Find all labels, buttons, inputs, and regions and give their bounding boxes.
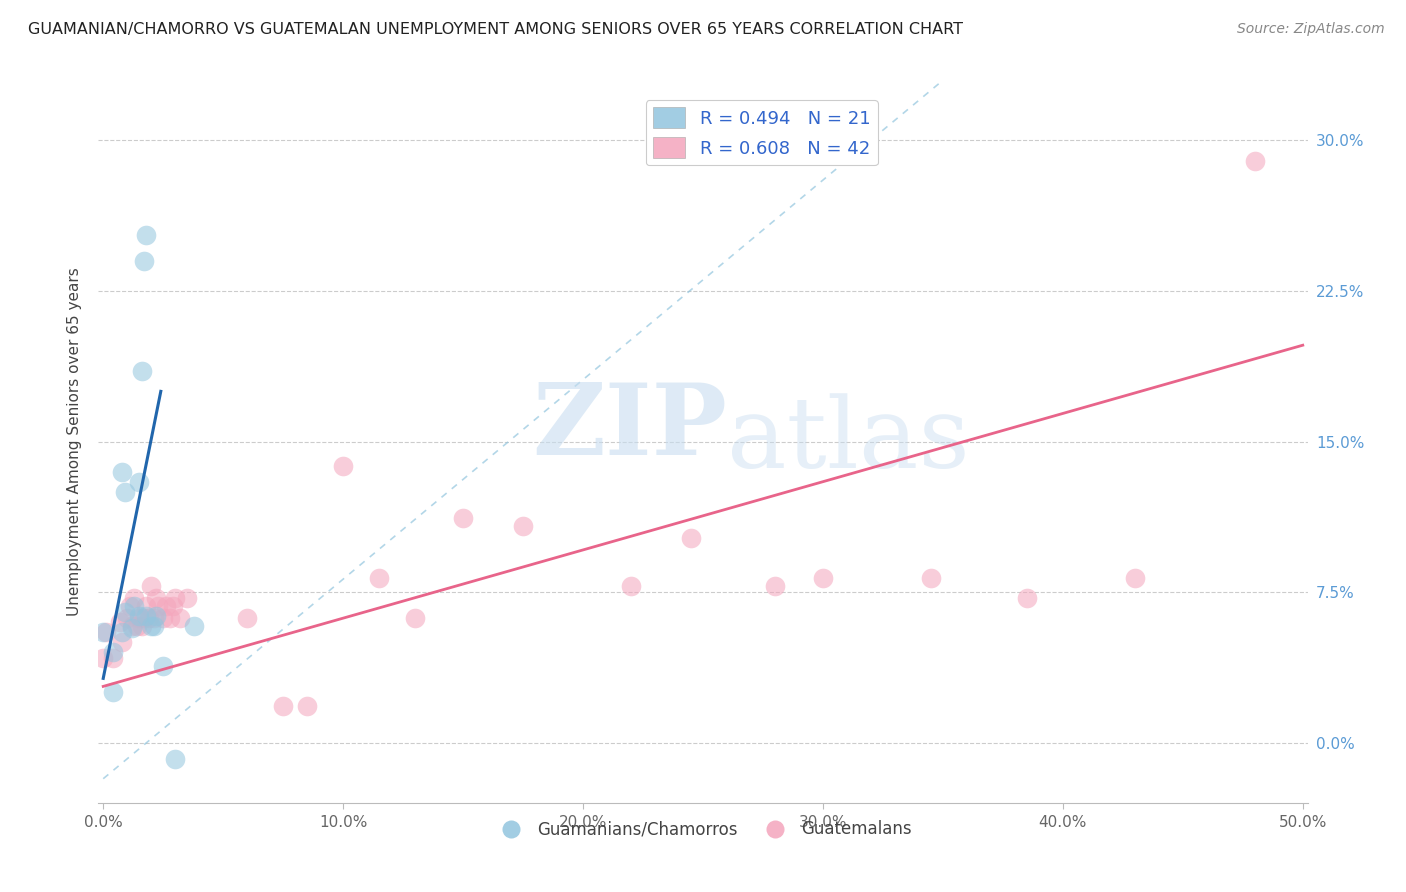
Point bbox=[141, 579, 163, 593]
Point bbox=[145, 609, 167, 624]
Point bbox=[111, 635, 134, 649]
Point bbox=[111, 465, 134, 479]
Point bbox=[101, 685, 124, 699]
Point bbox=[101, 651, 124, 665]
Point bbox=[128, 475, 150, 489]
Point bbox=[114, 605, 136, 619]
Text: atlas: atlas bbox=[727, 393, 970, 490]
Point bbox=[763, 579, 786, 593]
Point bbox=[148, 599, 170, 614]
Point bbox=[108, 615, 131, 630]
Point bbox=[152, 659, 174, 673]
Point bbox=[236, 611, 259, 625]
Point bbox=[142, 611, 165, 625]
Point bbox=[132, 253, 155, 268]
Point bbox=[368, 571, 391, 585]
Point bbox=[111, 625, 134, 640]
Point bbox=[169, 611, 191, 625]
Point bbox=[332, 458, 354, 473]
Point bbox=[162, 599, 184, 614]
Point bbox=[131, 364, 153, 378]
Point bbox=[811, 571, 834, 585]
Point bbox=[512, 519, 534, 533]
Text: ZIP: ZIP bbox=[533, 378, 727, 475]
Point bbox=[165, 591, 187, 606]
Point bbox=[145, 591, 167, 606]
Point bbox=[118, 599, 141, 614]
Point bbox=[138, 611, 160, 625]
Point bbox=[1243, 153, 1265, 168]
Y-axis label: Unemployment Among Seniors over 65 years: Unemployment Among Seniors over 65 years bbox=[67, 268, 83, 615]
Point bbox=[135, 609, 157, 624]
Point bbox=[1123, 571, 1146, 585]
Point bbox=[183, 619, 205, 633]
Point bbox=[141, 619, 163, 633]
Point bbox=[152, 611, 174, 625]
Point bbox=[679, 531, 702, 545]
Text: GUAMANIAN/CHAMORRO VS GUATEMALAN UNEMPLOYMENT AMONG SENIORS OVER 65 YEARS CORREL: GUAMANIAN/CHAMORRO VS GUATEMALAN UNEMPLO… bbox=[28, 22, 963, 37]
Point bbox=[94, 625, 117, 640]
Point bbox=[114, 484, 136, 499]
Point bbox=[176, 591, 198, 606]
Point bbox=[451, 510, 474, 524]
Point bbox=[91, 625, 114, 640]
Point bbox=[271, 699, 294, 714]
Point bbox=[131, 619, 153, 633]
Point bbox=[295, 699, 318, 714]
Point bbox=[124, 599, 146, 614]
Point bbox=[101, 645, 124, 659]
Point bbox=[125, 619, 148, 633]
Point bbox=[91, 651, 114, 665]
Legend: Guamanians/Chamorros, Guatemalans: Guamanians/Chamorros, Guatemalans bbox=[488, 814, 918, 845]
Point bbox=[128, 611, 150, 625]
Point bbox=[920, 571, 942, 585]
Point bbox=[121, 621, 143, 635]
Point bbox=[165, 751, 187, 765]
Point bbox=[142, 619, 165, 633]
Point bbox=[124, 591, 146, 606]
Point bbox=[155, 599, 177, 614]
Point bbox=[404, 611, 426, 625]
Point bbox=[159, 611, 181, 625]
Point bbox=[620, 579, 643, 593]
Point bbox=[132, 611, 155, 625]
Text: Source: ZipAtlas.com: Source: ZipAtlas.com bbox=[1237, 22, 1385, 37]
Point bbox=[121, 619, 143, 633]
Point bbox=[135, 227, 157, 242]
Point bbox=[115, 611, 138, 625]
Point bbox=[1015, 591, 1038, 606]
Point bbox=[135, 599, 157, 614]
Point bbox=[128, 609, 150, 624]
